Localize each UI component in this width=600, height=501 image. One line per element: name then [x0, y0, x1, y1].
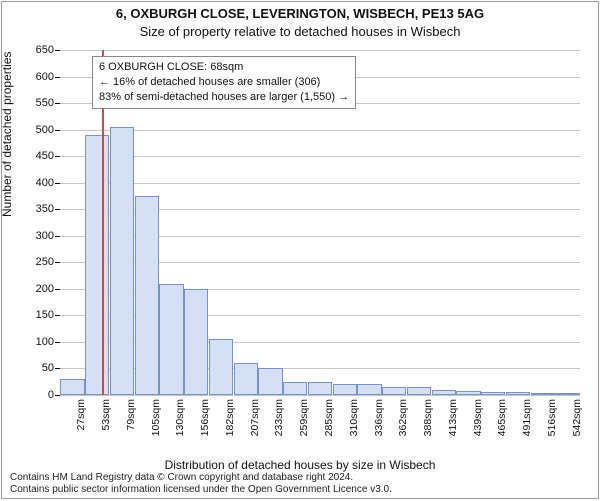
histogram-bar — [234, 363, 258, 395]
copyright-line1: Contains HM Land Registry data © Crown c… — [10, 472, 392, 484]
histogram-bar — [506, 392, 530, 395]
chart-frame: 6, OXBURGH CLOSE, LEVERINGTON, WISBECH, … — [1, 1, 599, 499]
xtick-label: 207sqm — [249, 399, 261, 436]
ytick-label: 500 — [36, 124, 54, 136]
ytick-label: 100 — [36, 336, 54, 348]
ytick-mark — [55, 130, 60, 131]
ytick-mark — [55, 315, 60, 316]
histogram-bar — [531, 393, 555, 395]
grid-line — [60, 156, 580, 157]
ytick-mark — [55, 183, 60, 184]
ytick-mark — [55, 395, 60, 396]
annotation-line1: 6 OXBURGH CLOSE: 68sqm — [99, 60, 349, 75]
xtick-label: 542sqm — [571, 399, 583, 436]
ytick-label: 300 — [36, 230, 54, 242]
ytick-mark — [55, 342, 60, 343]
xtick-label: 105sqm — [150, 399, 162, 436]
histogram-bar — [159, 284, 183, 395]
xtick-label: 53sqm — [100, 399, 112, 431]
xtick-label: 233sqm — [273, 399, 285, 436]
histogram-bar — [258, 368, 282, 395]
ytick-label: 550 — [36, 97, 54, 109]
chart-title-subtitle: Size of property relative to detached ho… — [2, 24, 598, 39]
xtick-label: 336sqm — [373, 399, 385, 436]
xtick-label: 362sqm — [397, 399, 409, 436]
xtick-label: 259sqm — [298, 399, 310, 436]
xtick-label: 439sqm — [472, 399, 484, 436]
grid-line — [60, 395, 580, 396]
ytick-mark — [55, 209, 60, 210]
ytick-label: 0 — [48, 389, 54, 401]
ytick-label: 400 — [36, 177, 54, 189]
histogram-bar — [283, 382, 307, 395]
histogram-bar — [481, 392, 505, 395]
xtick-label: 130sqm — [174, 399, 186, 436]
ytick-label: 50 — [42, 362, 54, 374]
ytick-label: 650 — [36, 44, 54, 56]
copyright-text: Contains HM Land Registry data © Crown c… — [10, 472, 392, 496]
xtick-label: 27sqm — [75, 399, 87, 431]
histogram-bar — [333, 384, 357, 395]
annotation-line2: ← 16% of detached houses are smaller (30… — [99, 75, 349, 90]
marker-annotation: 6 OXBURGH CLOSE: 68sqm ← 16% of detached… — [92, 56, 356, 109]
xtick-label: 388sqm — [422, 399, 434, 436]
ytick-mark — [55, 289, 60, 290]
copyright-line2: Contains public sector information licen… — [10, 484, 392, 496]
ytick-mark — [55, 156, 60, 157]
grid-line — [60, 130, 580, 131]
xtick-label: 516sqm — [546, 399, 558, 436]
xtick-label: 79sqm — [125, 399, 137, 431]
histogram-bar — [308, 382, 332, 395]
histogram-bar — [407, 387, 431, 395]
ytick-mark — [55, 50, 60, 51]
ytick-label: 350 — [36, 203, 54, 215]
ytick-mark — [55, 77, 60, 78]
histogram-bar — [456, 391, 480, 395]
histogram-bar — [85, 135, 109, 395]
histogram-bar — [135, 196, 159, 395]
grid-line — [60, 50, 580, 51]
histogram-bar — [432, 390, 456, 395]
xtick-label: 285sqm — [323, 399, 335, 436]
ytick-mark — [55, 103, 60, 104]
histogram-bar — [357, 384, 381, 395]
plot-area: 0501001502002503003504004505005506006502… — [60, 50, 580, 396]
xtick-label: 310sqm — [348, 399, 360, 436]
y-axis-label: Number of detached properties — [0, 52, 14, 217]
annotation-line3: 83% of semi-detached houses are larger (… — [99, 90, 349, 105]
histogram-bar — [555, 393, 579, 395]
histogram-bar — [60, 379, 84, 395]
x-axis-label: Distribution of detached houses by size … — [2, 458, 598, 472]
xtick-label: 413sqm — [447, 399, 459, 436]
ytick-label: 450 — [36, 150, 54, 162]
ytick-mark — [55, 368, 60, 369]
ytick-label: 200 — [36, 283, 54, 295]
histogram-bar — [184, 289, 208, 395]
xtick-label: 491sqm — [521, 399, 533, 436]
grid-line — [60, 183, 580, 184]
ytick-mark — [55, 236, 60, 237]
histogram-bar — [110, 127, 134, 395]
xtick-label: 182sqm — [224, 399, 236, 436]
xtick-label: 465sqm — [496, 399, 508, 436]
xtick-label: 156sqm — [199, 399, 211, 436]
ytick-mark — [55, 262, 60, 263]
histogram-bar — [209, 339, 233, 395]
ytick-label: 250 — [36, 256, 54, 268]
ytick-label: 150 — [36, 309, 54, 321]
histogram-bar — [382, 387, 406, 395]
chart-title-address: 6, OXBURGH CLOSE, LEVERINGTON, WISBECH, … — [2, 6, 598, 21]
ytick-label: 600 — [36, 71, 54, 83]
